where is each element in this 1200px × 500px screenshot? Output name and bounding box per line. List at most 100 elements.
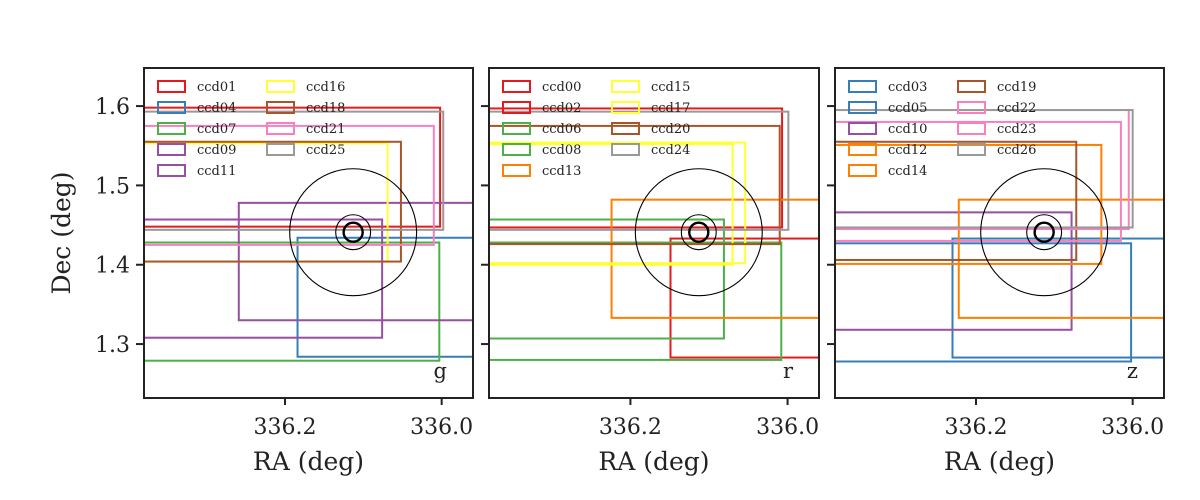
- x-tick-label: 336.2: [254, 415, 317, 440]
- y-tick-label: 1.6: [95, 95, 130, 120]
- legend-swatch: [502, 122, 531, 135]
- ccd15-footprint: [489, 143, 734, 266]
- legend-entry: ccd25: [306, 143, 345, 158]
- ccd04-footprint: [296, 236, 473, 358]
- ccd14-footprint: [957, 198, 1164, 319]
- x-tick-label: 336.0: [1101, 415, 1164, 440]
- aperture-circle-1: [688, 221, 710, 243]
- legend-swatch: [266, 122, 295, 135]
- legend-swatch: [848, 122, 877, 135]
- band-label: z: [1127, 359, 1138, 383]
- y-axis-label: Dec (deg): [47, 171, 76, 294]
- ccd05-footprint: [951, 237, 1164, 359]
- aperture-circle-3: [634, 168, 763, 297]
- legend-swatch: [957, 101, 986, 114]
- legend-swatch: [957, 143, 986, 156]
- ccd13-footprint: [610, 198, 819, 319]
- aperture-circle-3: [289, 168, 418, 297]
- aperture-circle-1: [1033, 221, 1055, 243]
- legend-entry: ccd21: [306, 122, 345, 137]
- legend-swatch: [266, 80, 295, 93]
- legend-swatch: [611, 80, 640, 93]
- ccd23-footprint: [835, 120, 1122, 242]
- panel-z: 336.2 336.0RA (deg)zccd03ccd05ccd10ccd12c…: [827, 67, 1165, 476]
- y-tick-label: 1.4: [95, 254, 130, 279]
- panel-g: 336.2 336.0 1.6 1.5 1.4 1.3 RA (deg) Dec (deg) g…: [47, 67, 474, 476]
- ccd26-footprint: [835, 109, 1134, 229]
- legend-swatch: [848, 164, 877, 177]
- aperture-circle-2: [335, 214, 372, 251]
- ccd07-footprint: [144, 241, 441, 362]
- legend-entry: ccd16: [306, 80, 345, 95]
- aperture-circle-3: [980, 168, 1109, 297]
- legend-swatch: [157, 143, 186, 156]
- x-tick-label: 336.0: [756, 415, 819, 440]
- legend-swatch: [157, 122, 186, 135]
- x-tick-label: 336.0: [410, 415, 473, 440]
- legend-g: ccd01 ccd04 ccd07 ccd09 ccd11 ccd16 ccd18 ccd21…: [157, 80, 345, 179]
- legend-swatch: [957, 122, 986, 135]
- x-axis-label: RA (deg): [253, 447, 364, 476]
- ccd10-footprint: [835, 211, 1073, 331]
- legend-swatch: [157, 101, 186, 114]
- legend-entry: ccd14: [888, 164, 927, 179]
- legend-r: ccd00 ccd02 ccd06 ccd08 ccd13 ccd15 ccd17 ccd20…: [502, 80, 690, 179]
- legend-swatch: [266, 143, 295, 156]
- ccd17-footprint: [489, 141, 747, 265]
- legend-swatch: [502, 80, 531, 93]
- legend-entry: ccd05: [888, 101, 927, 116]
- legend-entry: ccd08: [542, 143, 581, 158]
- legend-entry: ccd26: [997, 143, 1036, 158]
- x-tick-label: 336.2: [945, 415, 1008, 440]
- legend-swatch: [611, 101, 640, 114]
- x-tick-label: 336.2: [599, 415, 662, 440]
- legend-entry: ccd13: [542, 164, 581, 179]
- ccd09-footprint: [144, 218, 384, 339]
- ccd22-footprint: [835, 109, 1130, 231]
- legend-entry: ccd10: [888, 122, 927, 137]
- aperture-circle-1: [342, 221, 364, 243]
- legend-swatch: [157, 80, 186, 93]
- legend-entry: ccd07: [197, 122, 236, 137]
- legend-entry: ccd00: [542, 80, 581, 95]
- ccd03-footprint: [835, 242, 1133, 363]
- legend-entry: ccd17: [651, 101, 690, 116]
- x-axis-label: RA (deg): [944, 447, 1055, 476]
- ccd08-footprint: [489, 241, 783, 361]
- band-label: g: [434, 359, 447, 383]
- legend-entry: ccd09: [197, 143, 236, 158]
- axes-frame-r: [488, 67, 820, 399]
- legend-swatch: [611, 143, 640, 156]
- plot-area-z: [835, 109, 1164, 363]
- ccd06-footprint: [489, 218, 725, 340]
- legend-entry: ccd01: [197, 80, 236, 95]
- legend-entry: ccd23: [997, 122, 1036, 137]
- legend-entry: ccd18: [306, 101, 345, 116]
- legend-swatch: [611, 122, 640, 135]
- ccd12-footprint: [835, 143, 1103, 265]
- legend-swatch: [957, 80, 986, 93]
- ccd19-footprint: [835, 140, 1078, 261]
- legend-entry: ccd22: [997, 101, 1036, 116]
- axes-frame-g: [143, 67, 474, 399]
- legend-entry: ccd02: [542, 101, 581, 116]
- legend-entry: ccd15: [651, 80, 690, 95]
- y-tick-label: 1.5: [95, 174, 130, 199]
- ccd21-footprint: [144, 124, 435, 246]
- ccd01-footprint: [144, 106, 442, 228]
- ccd20-footprint: [489, 124, 781, 246]
- axes-frame-z: [834, 67, 1165, 399]
- legend-entry: ccd12: [888, 143, 927, 158]
- legend-swatch: [848, 80, 877, 93]
- legend-z: ccd03 ccd05 ccd10 ccd12 ccd14 ccd19 ccd22 ccd23…: [848, 80, 1036, 179]
- aperture-circle-2: [1026, 214, 1063, 251]
- legend-entry: ccd04: [197, 101, 236, 116]
- legend-entry: ccd19: [997, 80, 1036, 95]
- legend-swatch: [157, 164, 186, 177]
- x-axis-label: RA (deg): [598, 447, 709, 476]
- legend-swatch: [266, 101, 295, 114]
- band-label: r: [783, 359, 794, 383]
- legend-entry: ccd11: [197, 164, 236, 179]
- legend-swatch: [502, 101, 531, 114]
